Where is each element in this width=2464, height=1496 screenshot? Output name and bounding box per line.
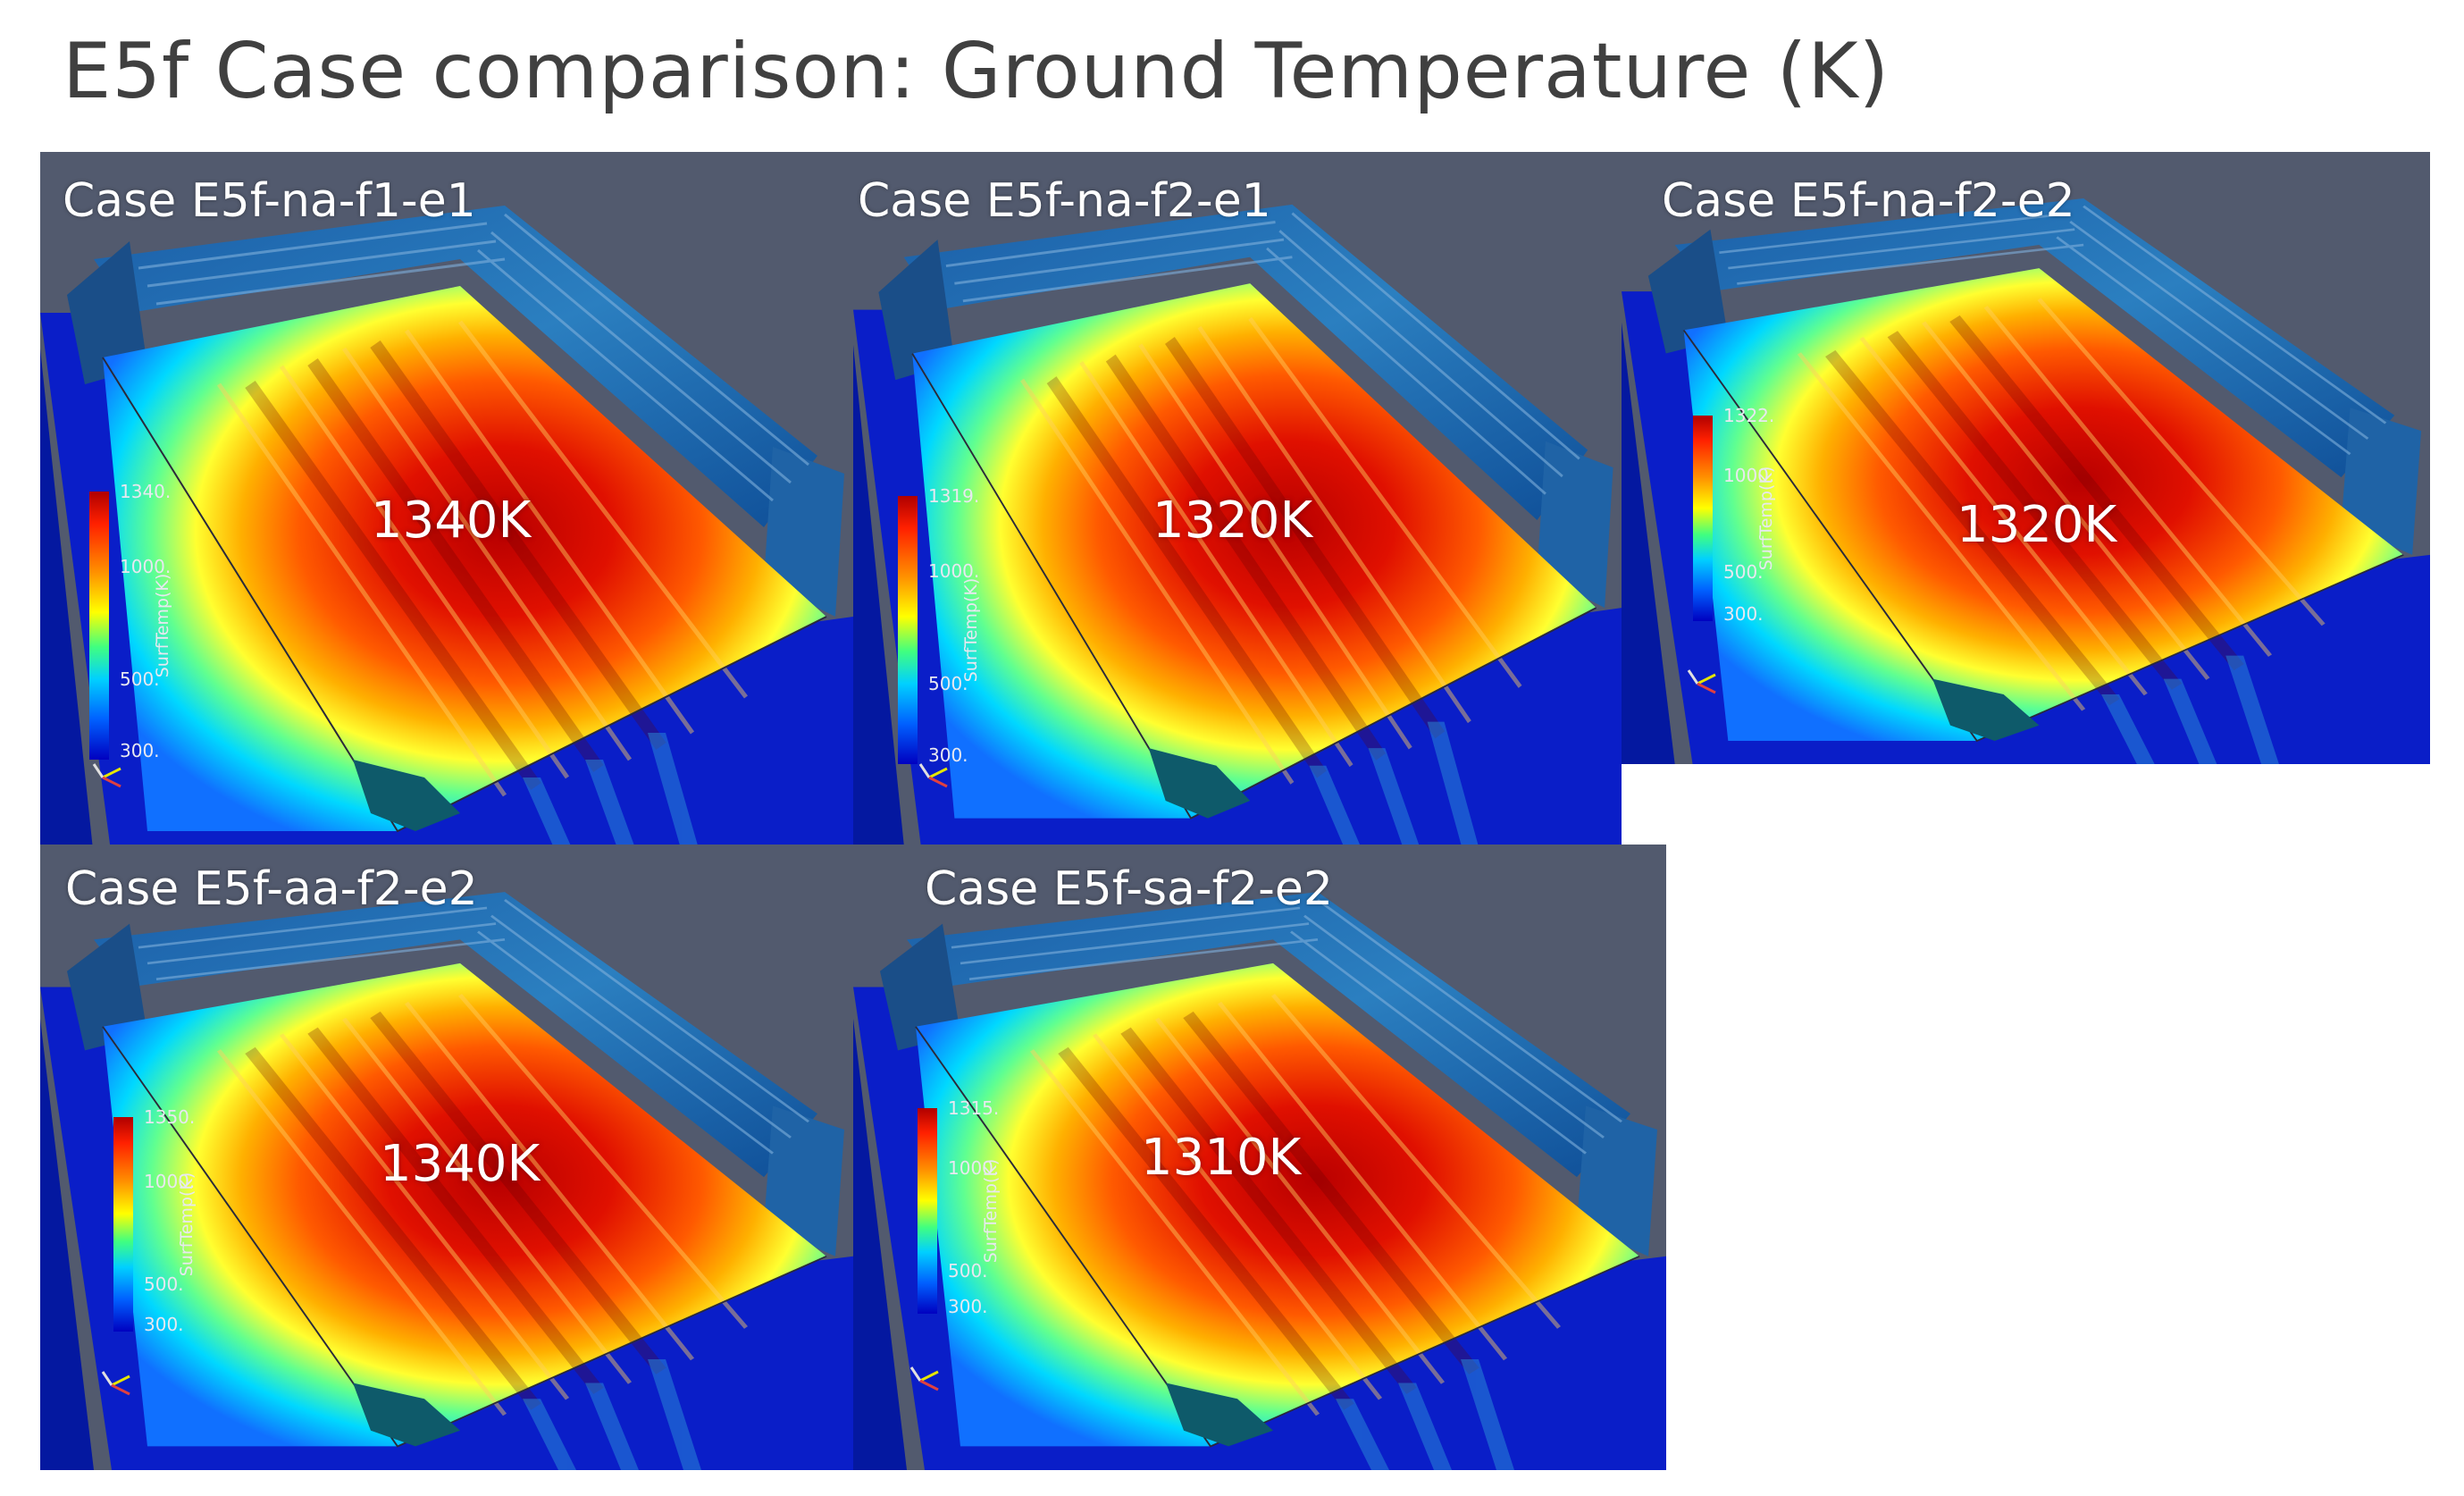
legend-tick-max: 1319. (928, 485, 980, 507)
panel-case-3: Case E5f-na-f2-e2 1320K 1322. 1000. 500.… (1622, 152, 2430, 764)
peak-temperature-label: 1310K (1141, 1129, 1302, 1187)
axes-triad-icon (909, 1366, 939, 1391)
axes-triad-icon (918, 763, 948, 788)
legend-title: SurfTemp(K) (961, 577, 981, 683)
color-scale-bar (113, 1117, 133, 1332)
case-label: Case E5f-na-f2-e2 (1662, 174, 2075, 228)
peak-temperature-label: 1340K (380, 1135, 541, 1193)
color-legend: 1319. 1000. 500. 300. SurfTemp(K) (898, 485, 1032, 766)
legend-title: SurfTemp(K) (153, 573, 172, 678)
legend-tick-max: 1322. (1723, 405, 1775, 426)
legend-tick-1000: 1000. (144, 1171, 196, 1192)
case-label: Case E5f-na-f1-e1 (63, 174, 476, 228)
legend-tick-max: 1350. (144, 1106, 196, 1128)
legend-tick-min: 300. (948, 1296, 988, 1317)
panel-case-5: Case E5f-sa-f2-e2 1310K 1315. 1000. 500.… (853, 845, 1666, 1470)
peak-temperature-label: 1340K (371, 492, 532, 550)
color-scale-bar (898, 496, 918, 764)
case-label: Case E5f-na-f2-e1 (858, 174, 1271, 228)
panel-case-4: Case E5f-aa-f2-e2 1340K 1350. 1000. 500.… (40, 845, 853, 1470)
panel-case-1: Case E5f-na-f1-e1 1340K 1340. 1000. 500.… (40, 152, 853, 858)
color-scale-bar (89, 492, 109, 760)
legend-title: SurfTemp(K) (981, 1158, 1001, 1264)
legend-tick-500: 500. (928, 673, 968, 694)
color-legend: 1315. 1000. 500. 300. SurfTemp(K) (918, 1097, 1052, 1317)
color-legend: 1340. 1000. 500. 300. SurfTemp(K) (89, 481, 223, 761)
panel-case-2: Case E5f-na-f2-e1 1320K 1319. 1000. 500.… (853, 152, 1622, 845)
case-label: Case E5f-sa-f2-e2 (925, 862, 1333, 916)
slide-title: E5f Case comparison: Ground Temperature … (63, 27, 1890, 116)
legend-tick-min: 300. (120, 740, 160, 761)
legend-tick-1000: 1000. (1723, 465, 1775, 486)
legend-tick-1000: 1000. (928, 560, 980, 582)
legend-tick-500: 500. (948, 1260, 988, 1282)
peak-temperature-label: 1320K (1152, 492, 1313, 550)
legend-tick-min: 300. (1723, 603, 1764, 625)
case-label: Case E5f-aa-f2-e2 (65, 862, 478, 916)
legend-tick-min: 300. (144, 1314, 184, 1335)
axes-triad-icon (1687, 669, 1716, 694)
axes-triad-icon (101, 1371, 130, 1396)
legend-title: SurfTemp(K) (177, 1172, 197, 1277)
legend-tick-min: 300. (928, 744, 968, 766)
legend-tick-1000: 1000. (120, 556, 172, 577)
legend-tick-500: 500. (120, 668, 160, 690)
legend-tick-1000: 1000. (948, 1157, 1000, 1179)
color-legend: 1322. 1000. 500. 300. SurfTemp(K) (1693, 405, 1827, 625)
legend-tick-500: 500. (144, 1273, 184, 1295)
color-scale-bar (918, 1108, 937, 1314)
legend-tick-max: 1340. (120, 481, 172, 502)
legend-tick-500: 500. (1723, 561, 1764, 583)
color-legend: 1350. 1000. 500. 300. SurfTemp(K) (113, 1106, 247, 1335)
color-scale-bar (1693, 416, 1713, 621)
legend-title: SurfTemp(K) (1756, 466, 1776, 571)
legend-tick-max: 1315. (948, 1097, 1000, 1119)
peak-temperature-label: 1320K (1957, 496, 2117, 554)
axes-triad-icon (92, 763, 122, 788)
